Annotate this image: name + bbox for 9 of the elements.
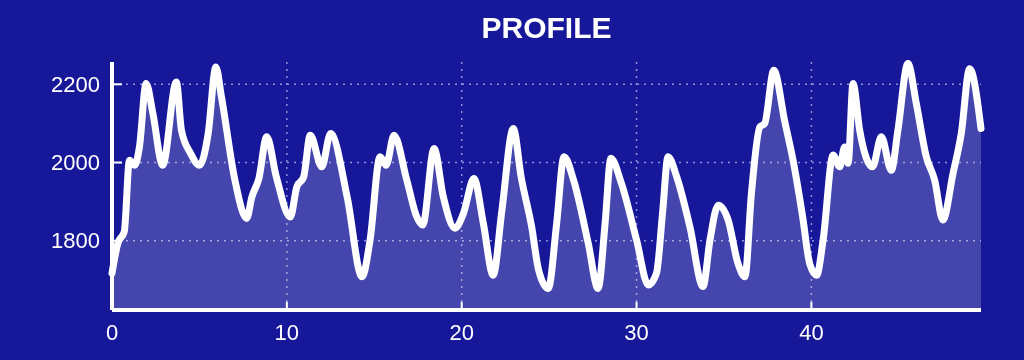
- y-tick-label: 1800: [51, 228, 100, 254]
- x-tick-label: 10: [274, 320, 300, 345]
- y-tick-label: 2200: [51, 72, 100, 97]
- x-tick-label: 0: [105, 320, 119, 345]
- x-tick-label: 40: [799, 320, 824, 345]
- y-tick-label: 2000: [51, 150, 100, 176]
- chart-title: PROFILE: [481, 11, 612, 44]
- x-tick-label: 30: [624, 320, 649, 345]
- x-tick-label: 20: [449, 320, 474, 345]
